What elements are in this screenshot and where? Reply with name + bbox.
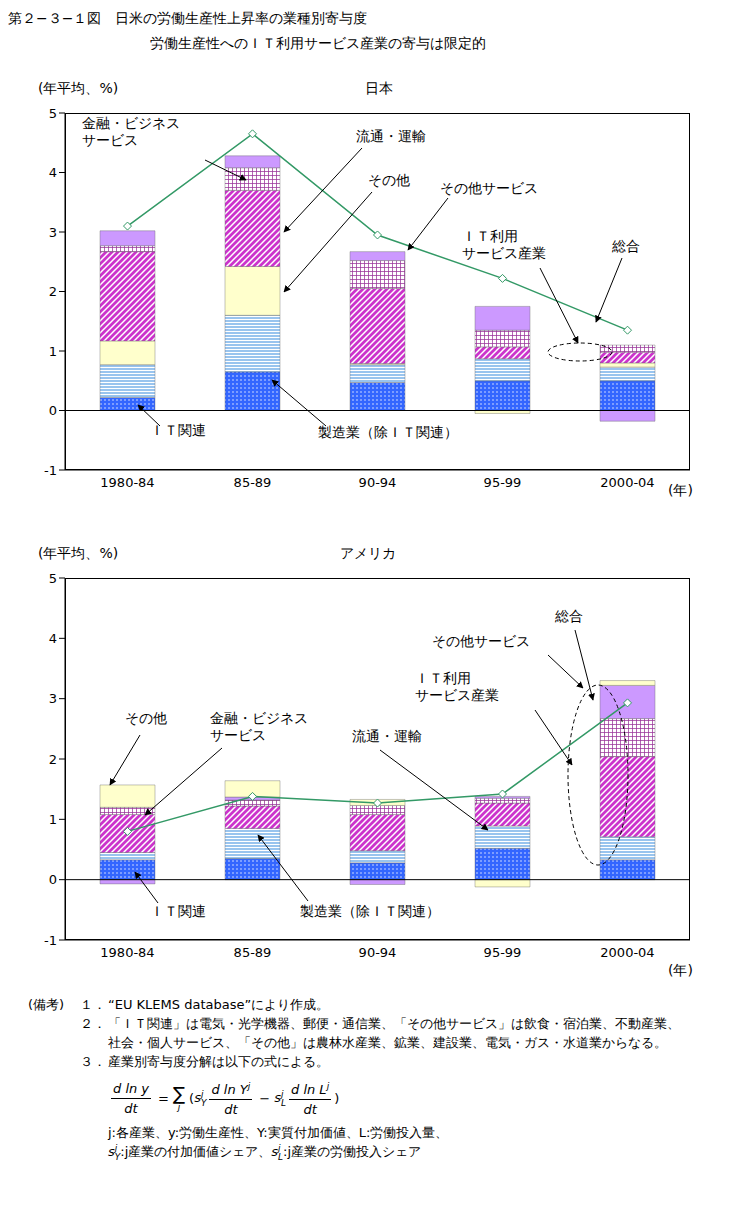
html-text:２． 「ＩＴ関連」は電気・光学機器、郵便・通信業、「その他サ: ２． 「ＩＴ関連」は電気・光学機器、郵便・通信業、「その他サービス」は飲食・宿泊… xyxy=(80,1016,680,1050)
svg-text:-1: -1 xyxy=(44,463,57,478)
html-text:Y: Y xyxy=(201,1097,207,1108)
html-text:流通・運輸: 流通・運輸 xyxy=(356,128,426,144)
html-text:第２−３−１図 日米の労働生産性上昇率の業種別寄与度: 第２−３−１図 日米の労働生産性上昇率の業種別寄与度 xyxy=(8,10,368,26)
svg-text:1: 1 xyxy=(49,812,57,827)
svg-text:1980-84: 1980-84 xyxy=(100,475,154,490)
html-text:ＩＴ利用 サービス産業: ＩＴ利用 サービス産業 xyxy=(462,228,546,261)
svg-text:5: 5 xyxy=(49,106,57,121)
svg-text:1980-84: 1980-84 xyxy=(100,945,154,960)
html-text:金融・ビジネス サービス: 金融・ビジネス サービス xyxy=(82,115,180,148)
html-text:日本: 日本 xyxy=(365,80,393,96)
html-text:(年): (年) xyxy=(668,482,693,498)
html-text:L:j産業の労働投入シェア: L:j産業の労働投入シェア xyxy=(278,1144,422,1162)
html-text:１． “EU KLEMS database”により作成。: １． “EU KLEMS database”により作成。 xyxy=(80,997,330,1012)
svg-text:95-99: 95-99 xyxy=(484,945,522,960)
html-text:(年): (年) xyxy=(668,962,693,978)
html-text:その他サービス: その他サービス xyxy=(432,633,530,649)
svg-text:5: 5 xyxy=(49,571,57,586)
html-text:その他: その他 xyxy=(368,172,410,188)
svg-text:2: 2 xyxy=(49,284,57,299)
html-text:アメリカ: アメリカ xyxy=(340,545,396,561)
html-text:製造業（除ＩＴ関連）: 製造業（除ＩＴ関連） xyxy=(318,424,458,440)
svg-text:85-89: 85-89 xyxy=(234,475,272,490)
html-text:dt: dt xyxy=(303,1102,317,1118)
html-text:d ln y: d ln y xyxy=(113,1080,150,1096)
html-text:総合: 総合 xyxy=(555,608,583,624)
svg-text:0: 0 xyxy=(49,872,57,887)
svg-text:-1: -1 xyxy=(44,933,57,948)
html-text:d ln Lj: d ln Lj xyxy=(291,1081,330,1098)
html-text:流通・運輸: 流通・運輸 xyxy=(352,728,422,744)
html-text:Y:j産業の付加価値シェア、sj: Y:j産業の付加価値シェア、sj xyxy=(114,1142,281,1162)
html-text:その他サービス: その他サービス xyxy=(440,180,538,196)
html-text:sj: sj xyxy=(108,1142,118,1160)
svg-text:2000-04: 2000-04 xyxy=(600,475,654,490)
html-text:− sj: − sj xyxy=(259,1088,284,1106)
svg-text:90-94: 90-94 xyxy=(359,945,397,960)
html-text:ＩＴ利用 サービス産業: ＩＴ利用 サービス産業 xyxy=(415,670,499,703)
html-text:j: j xyxy=(177,1101,181,1112)
svg-text:4: 4 xyxy=(49,165,57,180)
html-text:L: L xyxy=(281,1097,286,1108)
html-text:(備考): (備考) xyxy=(28,997,65,1012)
html-text:ＩＴ関連: ＩＴ関連 xyxy=(150,422,206,438)
html-text:dt: dt xyxy=(224,1102,238,1118)
html-text:３． 産業別寄与度分解は以下の式による。: ３． 産業別寄与度分解は以下の式による。 xyxy=(80,1054,329,1069)
svg-text:3: 3 xyxy=(49,691,57,706)
svg-text:90-94: 90-94 xyxy=(359,475,397,490)
svg-text:85-89: 85-89 xyxy=(234,945,272,960)
svg-text:2: 2 xyxy=(49,752,57,767)
html-text:総合: 総合 xyxy=(612,238,640,254)
html-text:労働生産性へのＩＴ利用サービス産業の寄与は限定的: 労働生産性へのＩＴ利用サービス産業の寄与は限定的 xyxy=(150,35,486,51)
svg-text:2000-04: 2000-04 xyxy=(600,945,654,960)
svg-text:3: 3 xyxy=(49,225,57,240)
html-text:その他: その他 xyxy=(125,710,167,726)
html-text:(sj: (sj xyxy=(189,1088,204,1106)
html-text:(年平均、%): (年平均、%) xyxy=(38,80,119,96)
html-text:(年平均、%): (年平均、%) xyxy=(38,545,119,561)
html-text:製造業（除ＩＴ関連）: 製造業（除ＩＴ関連） xyxy=(300,903,440,919)
html-text:金融・ビジネス サービス: 金融・ビジネス サービス xyxy=(210,710,308,743)
html-text:j:各産業、y:労働生産性、Y:実質付加価値、L:労働投入量: j:各産業、y:労働生産性、Y:実質付加価値、L:労働投入量、 xyxy=(108,1125,449,1141)
html-text:ＩＴ関連: ＩＴ関連 xyxy=(150,903,206,919)
html-text:d ln Yj: d ln Yj xyxy=(211,1081,251,1098)
svg-text:4: 4 xyxy=(49,631,57,646)
svg-text:1: 1 xyxy=(49,344,57,359)
svg-text:0: 0 xyxy=(49,403,57,418)
svg-text:95-99: 95-99 xyxy=(484,475,522,490)
html-text:dt: dt xyxy=(124,1100,138,1116)
